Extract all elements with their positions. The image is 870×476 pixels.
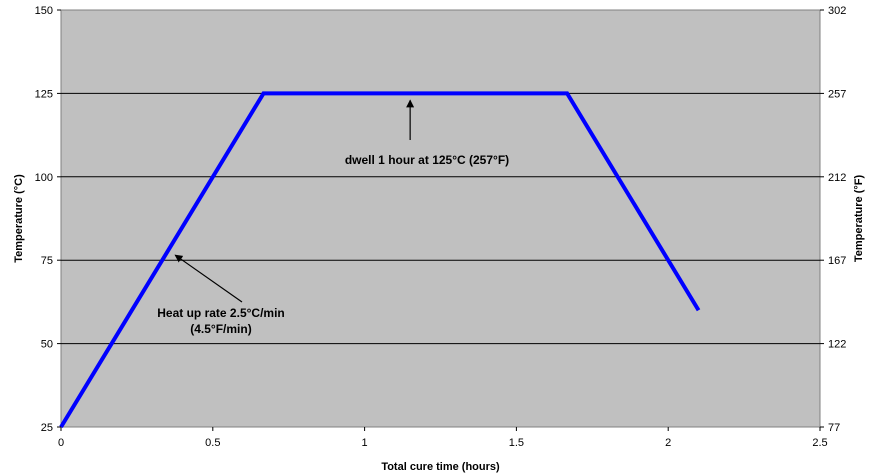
y-tick-label-left: 25: [41, 422, 53, 434]
y-axis-title-right: Temperature (°F): [853, 175, 865, 263]
y-tick-label-right: 122: [828, 339, 846, 351]
y-tick-label-right: 212: [828, 172, 846, 184]
y-tick-label-right: 257: [828, 88, 846, 100]
y-tick-label-left: 150: [35, 5, 53, 17]
plot-area: [60, 9, 821, 428]
y-tick-label-right: 167: [828, 255, 846, 267]
x-tick-label: 0: [58, 437, 64, 449]
x-tick-label: 2: [665, 437, 671, 449]
y-tick-label-right: 77: [828, 422, 840, 434]
x-tick-label: 1: [362, 437, 368, 449]
y-tick-label-left: 75: [41, 255, 53, 267]
annotations: dwell 1 hour at 125°C (257°F) Heat up rat…: [157, 99, 509, 336]
y-axis-title-left: Temperature (°C): [13, 174, 25, 263]
heatup-annotation: (4.5°F/min): [190, 322, 251, 336]
dwell-annotation: dwell 1 hour at 125°C (257°F): [345, 153, 509, 167]
y-tick-label-left: 100: [35, 172, 53, 184]
x-axis-title: Total cure time (hours): [381, 461, 500, 473]
x-tick-label: 0.5: [205, 437, 220, 449]
series-line: [59, 91, 701, 429]
x-tick-label: 2.5: [812, 437, 827, 449]
heatup-annotation: Heat up rate 2.5°C/min: [157, 306, 285, 320]
x-tick-label: 1.5: [509, 437, 524, 449]
y-tick-label-left: 125: [35, 88, 53, 100]
axis-ticks: 25 77 50 122 75 167 100 212 125 257 150 302 0 0.5 1 1.5…: [35, 5, 847, 449]
y-tick-label-right: 302: [828, 5, 846, 17]
y-tick-label-left: 50: [41, 339, 53, 351]
annotation-arrow: [174, 254, 243, 303]
temperature-series: [59, 91, 701, 429]
